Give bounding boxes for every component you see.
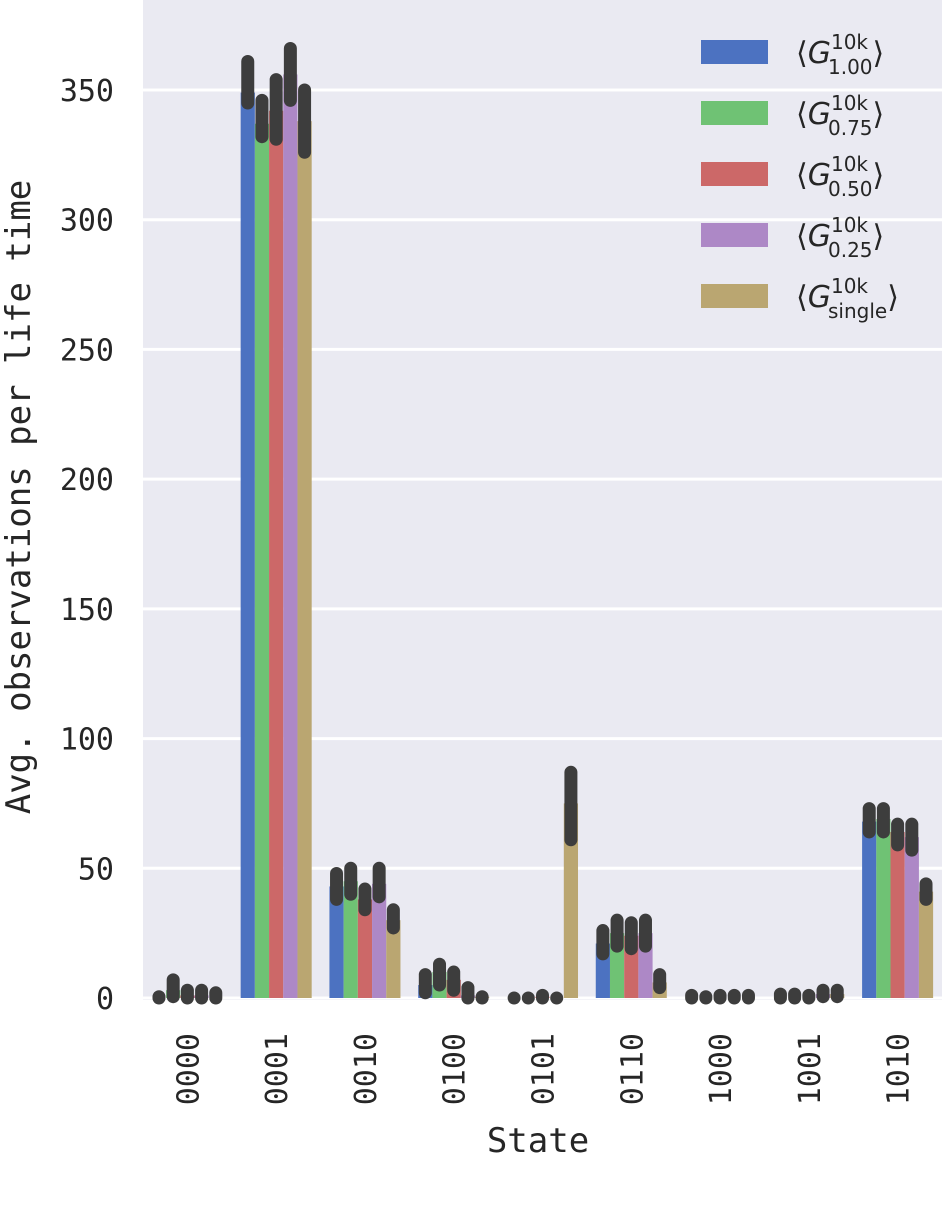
legend-bracket-close: ⟩ (873, 97, 885, 132)
bar (269, 110, 284, 999)
legend-symbol: G (808, 97, 831, 132)
legend-entry: ⟨G10k 0.75⟩ (796, 91, 884, 140)
x-axis-label: State (487, 1121, 589, 1161)
y-axis-label: Avg. observations per life time (0, 180, 39, 815)
y-tick-label: 100 (60, 723, 114, 758)
x-tick-label: 0100 (438, 1033, 473, 1105)
bars (166, 74, 934, 999)
legend-superscript: 10k (831, 30, 868, 54)
bar (372, 883, 387, 998)
legend-swatch (701, 223, 768, 247)
y-tick-label: 350 (60, 74, 114, 109)
bar (563, 803, 579, 998)
legend-symbol: G (808, 280, 831, 315)
legend: ⟨G10k 1.00⟩⟨G10k 0.75⟩⟨G10k 0.50⟩⟨G10k 0.25⟩… (701, 30, 899, 323)
legend-symbol: G (808, 219, 831, 254)
bar (283, 74, 298, 999)
legend-bracket-close: ⟩ (887, 280, 899, 315)
bar (254, 123, 270, 999)
legend-swatch (701, 284, 768, 308)
bar (904, 837, 919, 998)
legend-symbol: G (808, 158, 831, 193)
x-tick-label: 1000 (704, 1033, 739, 1105)
bar (329, 886, 344, 998)
legend-subscript: single (828, 299, 887, 323)
bar (890, 831, 905, 998)
legend-swatch (701, 162, 768, 186)
bar (240, 92, 255, 998)
legend-bracket-close: ⟩ (873, 36, 885, 71)
x-tick-label: 0001 (260, 1033, 295, 1105)
legend-bracket-open: ⟨ (796, 36, 808, 71)
legend-bracket-open: ⟨ (796, 280, 808, 315)
bar (297, 121, 312, 999)
legend-superscript: 10k (831, 91, 868, 115)
x-tick-label: 1001 (793, 1033, 828, 1105)
legend-bracket-open: ⟨ (796, 219, 808, 254)
legend-swatch (701, 101, 768, 125)
y-tick-label: 150 (60, 593, 114, 628)
legend-superscript: 10k (831, 152, 868, 176)
bar (386, 920, 401, 998)
y-tick-labels: 0 50 100 150 200 250 300 350 (60, 74, 114, 1017)
legend-bracket-open: ⟨ (796, 158, 808, 193)
legend-superscript: 10k (831, 213, 868, 237)
legend-subscript: 1.00 (828, 55, 873, 79)
legend-subscript: 0.75 (828, 116, 873, 140)
legend-swatch (701, 40, 768, 64)
legend-symbol: G (808, 36, 831, 71)
x-tick-labels: 0000 0001 0010 0100 0101 0110 1000 1001 1010 (171, 1033, 916, 1105)
legend-bracket-open: ⟨ (796, 97, 808, 132)
x-tick-label: 1010 (882, 1033, 917, 1105)
y-tick-label: 50 (78, 852, 114, 887)
legend-bracket-close: ⟩ (873, 219, 885, 254)
bar (876, 818, 891, 998)
x-tick-label: 0110 (615, 1033, 650, 1105)
legend-entry: ⟨G10k 1.00⟩ (796, 30, 884, 79)
legend-entry: ⟨G10k 0.50⟩ (796, 152, 884, 201)
bar (357, 899, 373, 998)
legend-subscript: 0.50 (828, 177, 873, 201)
bar (862, 821, 877, 998)
y-tick-label: 200 (60, 463, 114, 498)
legend-bracket-close: ⟩ (873, 158, 885, 193)
legend-subscript: 0.25 (828, 238, 873, 262)
legend-entry: ⟨G10k single⟩ (796, 274, 899, 323)
y-tick-label: 250 (60, 333, 114, 368)
error-bars (152, 41, 933, 1005)
legend-entry: ⟨G10k 0.25⟩ (796, 213, 884, 262)
legend-superscript: 10k (831, 274, 868, 298)
y-tick-label: 300 (60, 204, 114, 239)
x-tick-label: 0000 (171, 1033, 206, 1105)
x-tick-label: 0010 (349, 1033, 384, 1105)
x-tick-label: 0101 (527, 1033, 562, 1105)
bar (343, 881, 358, 998)
y-tick-label: 0 (96, 982, 114, 1017)
bar (918, 891, 934, 998)
